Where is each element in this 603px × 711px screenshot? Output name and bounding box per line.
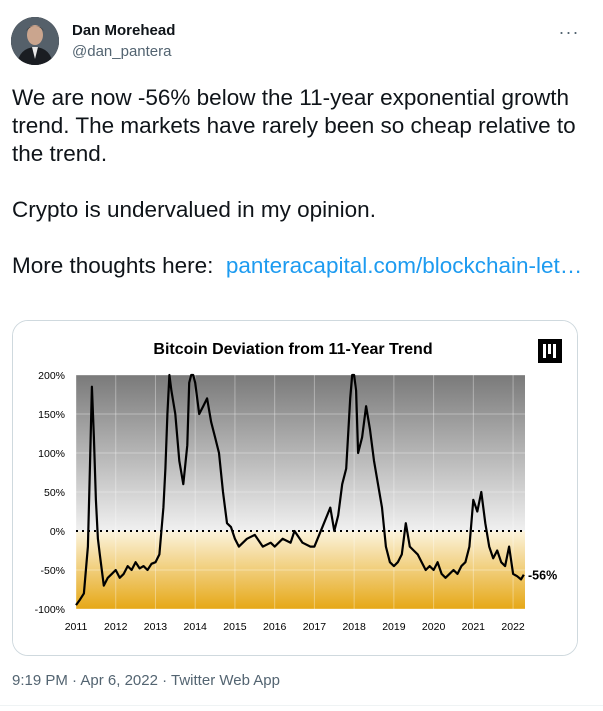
x-tick-label: 2022 <box>501 621 525 633</box>
y-tick-label: -50% <box>40 565 65 577</box>
media-card[interactable]: Bitcoin Deviation from 11-Year Trend -56… <box>12 320 578 656</box>
chart-upper-region <box>76 375 525 531</box>
divider <box>0 705 603 706</box>
tweet-source-app[interactable]: Twitter Web App <box>171 672 280 689</box>
x-tick-label: 2021 <box>462 621 486 633</box>
x-tick-label: 2016 <box>263 621 287 633</box>
tweet-time[interactable]: 9:19 PM <box>12 672 68 689</box>
tweet-meta: 9:19 PM · Apr 6, 2022 · Twitter Web App <box>12 672 280 689</box>
y-tick-label: 50% <box>44 487 65 499</box>
end-value-label: -56% <box>528 569 557 583</box>
y-tick-label: 200% <box>38 370 65 382</box>
y-tick-label: -100% <box>35 604 65 616</box>
more-icon[interactable]: ··· <box>558 21 580 42</box>
tweet-link[interactable]: panteracapital.com/blockchain-let… <box>225 253 583 278</box>
meta-separator: · <box>157 672 172 689</box>
tweet-date[interactable]: Apr 6, 2022 <box>80 672 158 689</box>
x-tick-label: 2018 <box>342 621 366 633</box>
meta-separator: · <box>67 672 81 689</box>
x-tick-label: 2013 <box>144 621 168 633</box>
x-tick-label: 2019 <box>382 621 406 633</box>
pantera-logo-icon <box>538 339 562 363</box>
tweet-paragraph-2: Crypto is undervalued in my opinion. <box>12 197 376 222</box>
avatar[interactable] <box>11 17 59 65</box>
tweet-link-prefix: More thoughts here: <box>12 253 226 278</box>
y-tick-label: 100% <box>38 448 65 460</box>
x-tick-label: 2020 <box>422 621 446 633</box>
chart-lower-region <box>76 531 525 609</box>
tweet-text: We are now -56% below the 11-year expone… <box>12 84 592 280</box>
chart: Bitcoin Deviation from 11-Year Trend -56… <box>13 321 577 655</box>
x-tick-label: 2011 <box>65 621 88 633</box>
author-name[interactable]: Dan Morehead <box>72 22 176 39</box>
tweet-paragraph-1: We are now -56% below the 11-year expone… <box>12 85 576 166</box>
y-tick-label: 0% <box>50 526 65 538</box>
author-handle[interactable]: @dan_pantera <box>72 43 172 60</box>
y-tick-label: 150% <box>38 409 65 421</box>
x-tick-label: 2012 <box>104 621 128 633</box>
chart-title: Bitcoin Deviation from 11-Year Trend <box>153 341 432 358</box>
avatar-image <box>11 17 59 65</box>
tweet-paragraph-3: More thoughts here: panteracapital.com/b… <box>12 252 592 280</box>
x-tick-label: 2014 <box>184 621 208 633</box>
series-line <box>75 373 525 606</box>
x-tick-label: 2015 <box>223 621 247 633</box>
x-tick-label: 2017 <box>303 621 327 633</box>
